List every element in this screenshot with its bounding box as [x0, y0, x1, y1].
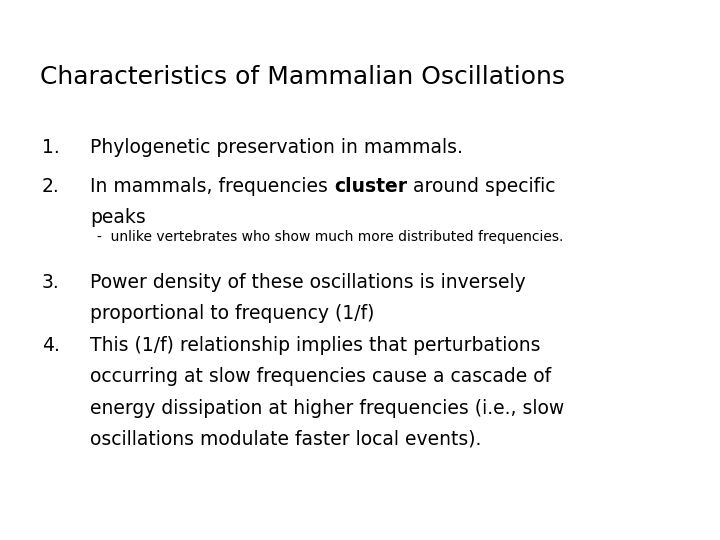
Text: proportional to frequency (1/f): proportional to frequency (1/f)	[90, 304, 374, 323]
Text: In mammals, frequencies: In mammals, frequencies	[90, 177, 334, 196]
Text: cluster: cluster	[334, 177, 407, 196]
Text: This (1/f) relationship implies that perturbations: This (1/f) relationship implies that per…	[90, 336, 541, 355]
Text: peaks: peaks	[90, 208, 145, 227]
Text: Power density of these oscillations is inversely: Power density of these oscillations is i…	[90, 273, 526, 292]
Text: around specific: around specific	[407, 177, 556, 196]
Text: occurring at slow frequencies cause a cascade of: occurring at slow frequencies cause a ca…	[90, 367, 551, 386]
Text: 3.: 3.	[42, 273, 60, 292]
Text: Characteristics of Mammalian Oscillations: Characteristics of Mammalian Oscillation…	[40, 65, 564, 89]
Text: energy dissipation at higher frequencies (i.e., slow: energy dissipation at higher frequencies…	[90, 399, 564, 417]
Text: oscillations modulate faster local events).: oscillations modulate faster local event…	[90, 430, 482, 449]
Text: 1.: 1.	[42, 138, 60, 157]
Text: -  unlike vertebrates who show much more distributed frequencies.: - unlike vertebrates who show much more …	[97, 230, 564, 244]
Text: 2.: 2.	[42, 177, 60, 196]
Text: Phylogenetic preservation in mammals.: Phylogenetic preservation in mammals.	[90, 138, 463, 157]
Text: 4.: 4.	[42, 336, 60, 355]
